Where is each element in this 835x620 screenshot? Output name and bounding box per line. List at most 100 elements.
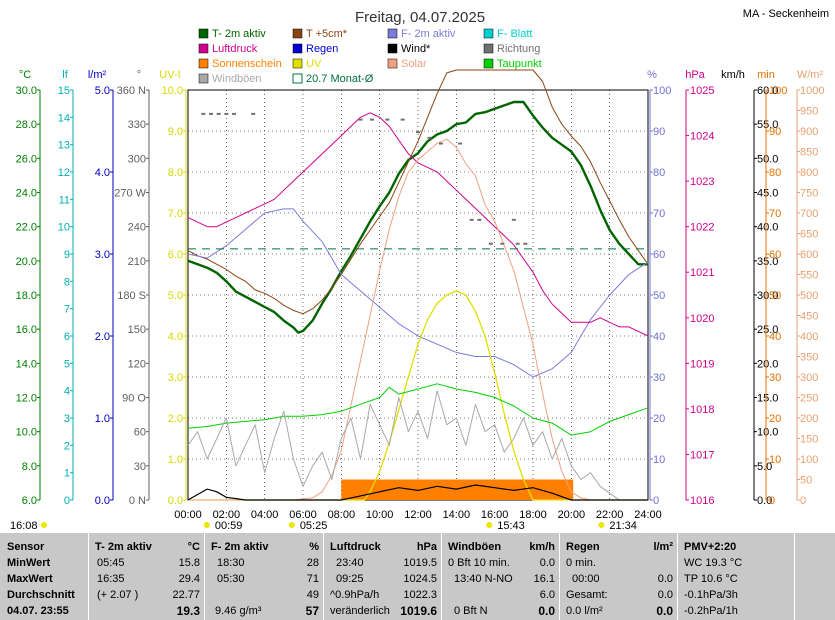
axis-label-press-3: 1022 <box>690 222 714 234</box>
series-line-3 <box>187 112 649 337</box>
dir-point-19 <box>515 242 520 245</box>
hum-unit: % <box>309 541 319 553</box>
minwert-label: MinWert <box>7 557 51 569</box>
legend-swatch-2 <box>387 28 398 39</box>
axis-label-leaf-0: 15 <box>58 85 70 97</box>
rain-title: Regen <box>566 541 600 553</box>
temp-avg-note: (+ 2.07 ) <box>97 589 139 601</box>
sunset-icon <box>598 522 605 528</box>
hum-title: F- 2m aktiv <box>211 541 269 553</box>
dir-point-20 <box>523 242 528 245</box>
axis-label-wind-2: 50.0 <box>757 153 778 165</box>
stats-footer: Sensor MinWert MaxWert Durchschnitt 04.0… <box>0 533 835 620</box>
legend-swatch-8 <box>198 58 209 69</box>
dir-point-5 <box>251 112 256 115</box>
axis-label-solar-12: 400 <box>800 331 818 343</box>
axis-label-leaf-5: 10 <box>58 222 70 234</box>
axis-unit-solar: W/m² <box>797 69 824 81</box>
axis-label-solar-1: 950 <box>800 106 818 118</box>
legend-label-9: UV <box>306 58 322 70</box>
x-tick-1: 02:00 <box>213 509 241 521</box>
axis-label-temp-7: 16.0 <box>16 324 37 336</box>
axis-label-leaf-3: 12 <box>58 167 70 179</box>
temp-title: T- 2m aktiv <box>95 541 152 553</box>
axis-label-temp-10: 10.0 <box>16 427 37 439</box>
legend-label-0: T- 2m aktiv <box>212 28 266 40</box>
legend-swatch-11 <box>483 58 494 69</box>
axis-label-press-4: 1021 <box>690 267 714 279</box>
pmv-trend3h: -0.1hPa/3h <box>684 589 738 601</box>
axis-label-wind-0: 60.0 <box>757 85 778 97</box>
axis-label-sunmin-6: 40 <box>769 331 781 343</box>
rain-total-label: Gesamt: <box>566 589 608 601</box>
axis-label-hum-3: 70 <box>653 208 665 220</box>
axis-label-dir-12: 0 N <box>129 495 146 507</box>
dir-point-2 <box>216 112 221 115</box>
axis-label-solar-13: 350 <box>800 352 818 364</box>
axis-label-rain-3: 2.0 <box>95 331 110 343</box>
rain-time: 00:00 <box>572 573 600 585</box>
axis-label-press-8: 1017 <box>690 449 714 461</box>
axis-label-rain-5: 0.0 <box>95 495 110 507</box>
axis-label-solar-11: 450 <box>800 311 818 323</box>
axis-label-wind-3: 45.0 <box>757 188 778 200</box>
axis-label-hum-2: 80 <box>653 167 665 179</box>
axis-label-hum-10: 0 <box>653 495 659 507</box>
sensor-column: Sensor MinWert MaxWert Durchschnitt 04.0… <box>0 533 88 620</box>
axis-label-dir-8: 120 <box>128 358 146 370</box>
axis-label-leaf-6: 9 <box>64 249 70 261</box>
axis-label-dir-1: 330 <box>128 119 146 131</box>
legend-swatch-0 <box>198 28 209 39</box>
pmv-column: PMV+2:20 WC 19.3 °C TP 10.6 °C -0.1hPa/3… <box>678 533 794 620</box>
axis-label-sunmin-5: 50 <box>769 290 781 302</box>
axis-label-solar-19: 50 <box>800 475 812 487</box>
series-line-2 <box>187 208 649 378</box>
dir-point-17 <box>500 242 505 245</box>
hum-avg-value: 49 <box>306 589 319 601</box>
axis-label-temp-4: 22.0 <box>16 222 37 234</box>
axis-unit-leaf: lf <box>62 69 68 81</box>
axis-label-press-7: 1018 <box>690 404 714 416</box>
legend-label-8: Sonnenschein <box>212 58 282 70</box>
axis-label-hum-4: 60 <box>653 249 665 261</box>
x-tick-2: 04:00 <box>251 509 279 521</box>
temp-avg-value: 22.77 <box>172 589 200 601</box>
chart-title: Freitag, 04.07.2025 <box>355 9 485 26</box>
press-column: Luftdruck hPa 23:40 1019.5 09:25 1024.5 ^0.… <box>324 533 441 620</box>
legend-swatch-1 <box>292 28 303 39</box>
rain-total-value: 0.0 <box>657 589 673 601</box>
axis-label-dir-9: 90 O <box>122 393 146 405</box>
dir-point-11 <box>427 136 432 139</box>
legend-swatch-4 <box>198 43 209 54</box>
wind-avg-value: 6.0 <box>539 589 555 601</box>
axis-label-temp-5: 20.0 <box>16 256 37 268</box>
axis-label-press-0: 1025 <box>690 85 714 97</box>
axis-label-uv-9: 1.0 <box>168 454 183 466</box>
wind-max-time: 13:40 N-NO <box>454 573 513 585</box>
series-line-1 <box>187 69 649 315</box>
axis-label-solar-9: 550 <box>800 270 818 282</box>
axis-label-dir-3: 270 W <box>114 188 146 200</box>
time-left-sun-icon <box>41 522 47 528</box>
axis-label-sunmin-10: 0 <box>769 495 775 507</box>
axis-label-uv-10: 0.0 <box>168 495 183 507</box>
series-line-0 <box>187 100 648 334</box>
maxwert-label: MaxWert <box>7 573 53 585</box>
hum-min-value: 28 <box>306 557 319 569</box>
axis-label-wind-9: 15.0 <box>757 393 778 405</box>
legend-swatch-9 <box>292 58 303 69</box>
axis-unit-temp: °C <box>19 69 31 81</box>
axis-label-solar-15: 250 <box>800 393 818 405</box>
temp-current-value: 19.3 <box>176 604 200 618</box>
axis-label-hum-1: 90 <box>653 126 665 138</box>
x-tick-3: 06:00 <box>289 509 317 521</box>
axis-label-hum-5: 50 <box>653 290 665 302</box>
axis-label-solar-0: 1000 <box>800 85 824 97</box>
current-time-label: 04.07. 23:55 <box>7 605 69 617</box>
durchschnitt-label: Durchschnitt <box>7 589 75 601</box>
axis-label-leaf-8: 7 <box>64 304 70 316</box>
axis-label-leaf-4: 11 <box>59 194 70 206</box>
rain-unit: l/m² <box>653 541 673 553</box>
axis-label-leaf-10: 5 <box>64 358 70 370</box>
wind-min-value: 0.0 <box>539 557 555 569</box>
